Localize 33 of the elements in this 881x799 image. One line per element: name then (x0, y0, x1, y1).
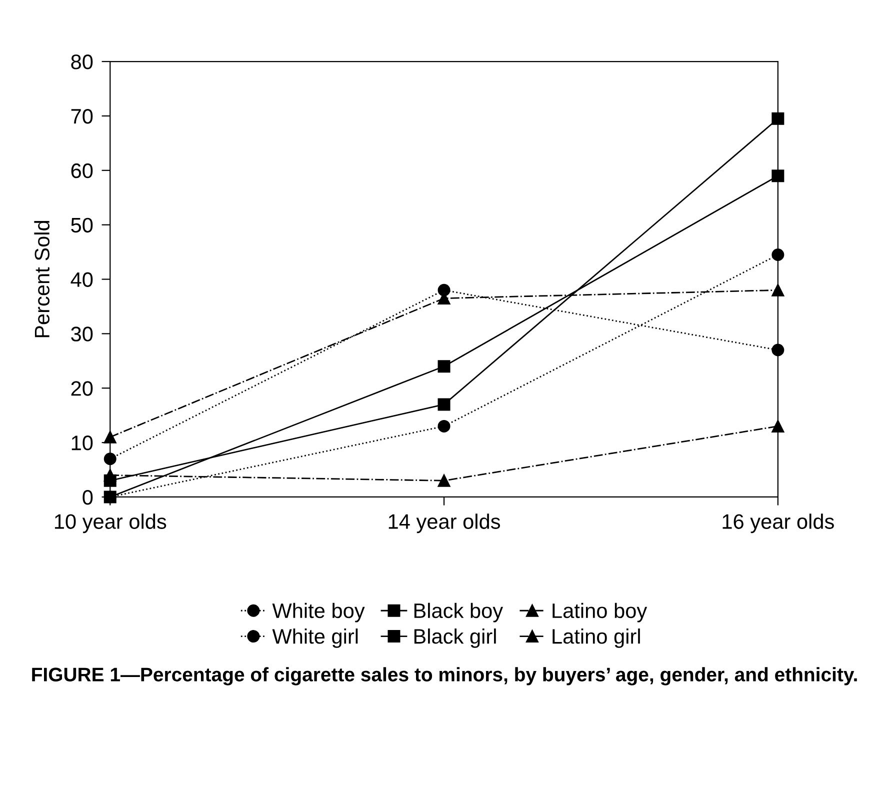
y-tick-label: 30 (71, 326, 93, 342)
point (438, 420, 450, 432)
point (772, 248, 784, 262)
point (772, 344, 784, 356)
point (438, 360, 450, 373)
y-tick-label: 50 (71, 218, 93, 233)
point (772, 170, 784, 182)
legend-label: White boy (272, 602, 365, 622)
x-tick-label: 10 year olds (54, 514, 166, 534)
y-tick-label: 70 (71, 108, 93, 124)
y-tick-label: 10 (72, 436, 93, 450)
legend-label: Latino boy (552, 602, 648, 622)
x-tick-label: 16 year olds (722, 514, 834, 534)
point (104, 452, 116, 466)
point (438, 398, 450, 411)
caption: FIGURE 1—Percentage of cigarette sales to minors, by buyers’ age, gender, and ethnicity. (32, 667, 857, 686)
y-tick-label: 20 (71, 381, 93, 396)
y-axis-title: Percent Sold (34, 220, 50, 338)
legend-label: Latino girl (552, 628, 640, 648)
point (104, 468, 116, 482)
point (438, 474, 450, 487)
point (772, 284, 784, 296)
point (772, 112, 784, 125)
legend-label: Black boy (414, 602, 504, 622)
y-tick-label: 80 (71, 54, 93, 70)
y-tick-label: 40 (70, 272, 93, 288)
legend-label: White girl (272, 628, 358, 648)
x-tick-label: 14 year olds (388, 514, 500, 534)
y-tick-label: 60 (71, 163, 93, 178)
point (104, 430, 116, 444)
legend-label: Black girl (414, 628, 496, 648)
y-tick-label: 0 (82, 490, 93, 505)
point (772, 420, 784, 432)
